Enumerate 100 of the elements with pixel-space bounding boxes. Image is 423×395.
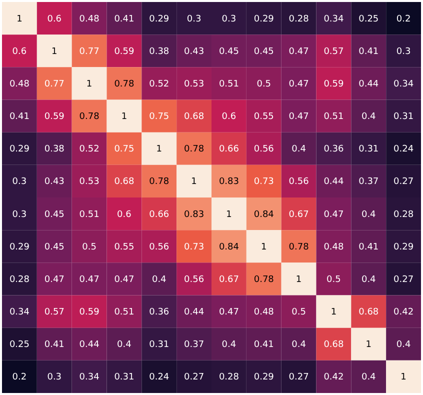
- data-label: 0.78: [288, 242, 310, 252]
- data-label: 0.41: [44, 340, 64, 350]
- data-label: 0.68: [358, 308, 379, 318]
- data-label: 0.41: [254, 340, 274, 350]
- data-label: 0.34: [324, 14, 344, 24]
- data-label: 0.45: [218, 46, 239, 57]
- data-label: 0.66: [149, 210, 170, 220]
- data-label: 0.38: [149, 46, 170, 57]
- data-label: 0.43: [44, 177, 64, 188]
- data-label: 0.56: [149, 242, 170, 252]
- data-label: 0.41: [358, 46, 379, 57]
- data-label: 0.3: [47, 372, 62, 383]
- data-label: 0.59: [44, 112, 65, 122]
- data-label: 0.51: [218, 79, 239, 90]
- data-label: 0.48: [324, 242, 344, 252]
- data-label: 0.78: [184, 144, 204, 155]
- data-label: 1: [400, 372, 406, 383]
- data-label: 0.4: [396, 340, 411, 350]
- data-label: 0.29: [254, 14, 274, 24]
- data-label: 0.31: [394, 112, 414, 122]
- data-label: 0.51: [324, 112, 344, 122]
- data-label: 0.25: [358, 14, 379, 24]
- data-label: 0.4: [292, 340, 306, 350]
- data-label: 0.37: [184, 340, 204, 350]
- data-label: 0.29: [394, 242, 414, 252]
- data-label: 0.4: [361, 274, 376, 285]
- data-label: 0.78: [254, 274, 274, 285]
- data-label: 0.59: [324, 79, 344, 90]
- data-label: 0.41: [9, 112, 30, 122]
- data-label: 0.55: [114, 242, 134, 252]
- data-label: 1: [121, 112, 128, 122]
- data-label: 0.47: [288, 46, 309, 57]
- data-label: 0.75: [114, 144, 134, 155]
- data-label: 0.83: [218, 177, 239, 188]
- data-label: 0.67: [218, 274, 239, 285]
- data-label: 0.75: [149, 112, 170, 122]
- data-label: 0.34: [394, 79, 414, 90]
- data-label: 0.47: [324, 210, 344, 220]
- data-label: 1: [226, 210, 232, 220]
- data-label: 1: [366, 340, 372, 350]
- data-label: 1: [52, 46, 58, 57]
- data-label: 0.37: [358, 177, 379, 188]
- data-label: 0.56: [254, 144, 274, 155]
- data-label: 0.47: [114, 274, 134, 285]
- data-label: 1: [156, 144, 162, 155]
- data-label: 0.73: [184, 242, 204, 252]
- data-label: 0.84: [254, 210, 274, 220]
- data-label: 0.53: [79, 177, 100, 188]
- data-label: 0.31: [358, 144, 379, 155]
- data-label: 0.5: [292, 308, 306, 318]
- data-label: 0.27: [394, 274, 414, 285]
- data-label: 0.66: [218, 144, 240, 155]
- data-label: 0.55: [254, 112, 274, 122]
- data-label: 0.78: [114, 79, 134, 90]
- data-label: 0.43: [184, 46, 204, 57]
- data-label: 0.28: [218, 372, 240, 383]
- data-label: 0.41: [114, 14, 134, 24]
- data-label: 0.47: [44, 274, 64, 285]
- data-label: 0.51: [114, 308, 134, 318]
- data-label: 0.59: [79, 308, 100, 318]
- data-label: 0.73: [254, 177, 274, 188]
- data-label: 0.24: [394, 144, 414, 155]
- data-label: 0.68: [114, 177, 134, 188]
- data-label: 0.28: [394, 210, 414, 220]
- data-label: 0.2: [396, 14, 411, 24]
- data-label: 0.6: [222, 112, 236, 122]
- data-label: 0.34: [9, 308, 30, 318]
- data-label: 0.48: [9, 79, 30, 90]
- data-label: 0.83: [184, 210, 204, 220]
- data-label: 0.27: [394, 177, 414, 188]
- data-label: 0.3: [12, 210, 27, 220]
- data-label: 0.34: [79, 372, 100, 383]
- data-label: 0.5: [326, 274, 341, 285]
- data-label: 0.4: [292, 144, 306, 155]
- data-label: 0.6: [47, 14, 62, 24]
- data-label: 0.36: [149, 308, 170, 318]
- data-label: 1: [16, 14, 22, 24]
- data-label: 0.44: [184, 308, 204, 318]
- data-label: 0.4: [361, 210, 376, 220]
- data-label: 0.53: [184, 79, 204, 90]
- data-label: 0.3: [12, 177, 27, 188]
- data-label: 0.78: [79, 112, 100, 122]
- data-label: 0.4: [222, 340, 236, 350]
- data-label: 0.42: [324, 372, 344, 383]
- data-label: 0.78: [149, 177, 170, 188]
- data-label: 0.28: [288, 14, 310, 24]
- data-label: 0.41: [358, 242, 379, 252]
- data-label: 0.4: [152, 274, 167, 285]
- data-label: 0.56: [184, 274, 204, 285]
- data-label: 0.44: [358, 79, 379, 90]
- data-label: 0.24: [149, 372, 170, 383]
- data-label: 0.57: [324, 46, 344, 57]
- data-label: 0.3: [186, 14, 202, 24]
- data-label: 0.44: [324, 177, 344, 188]
- data-label: 0.28: [9, 274, 30, 285]
- data-label: 0.6: [12, 46, 27, 57]
- data-label: 0.29: [9, 242, 30, 252]
- data-label: 0.42: [394, 308, 414, 318]
- data-label: 0.56: [288, 177, 310, 188]
- data-label: 0.84: [218, 242, 240, 252]
